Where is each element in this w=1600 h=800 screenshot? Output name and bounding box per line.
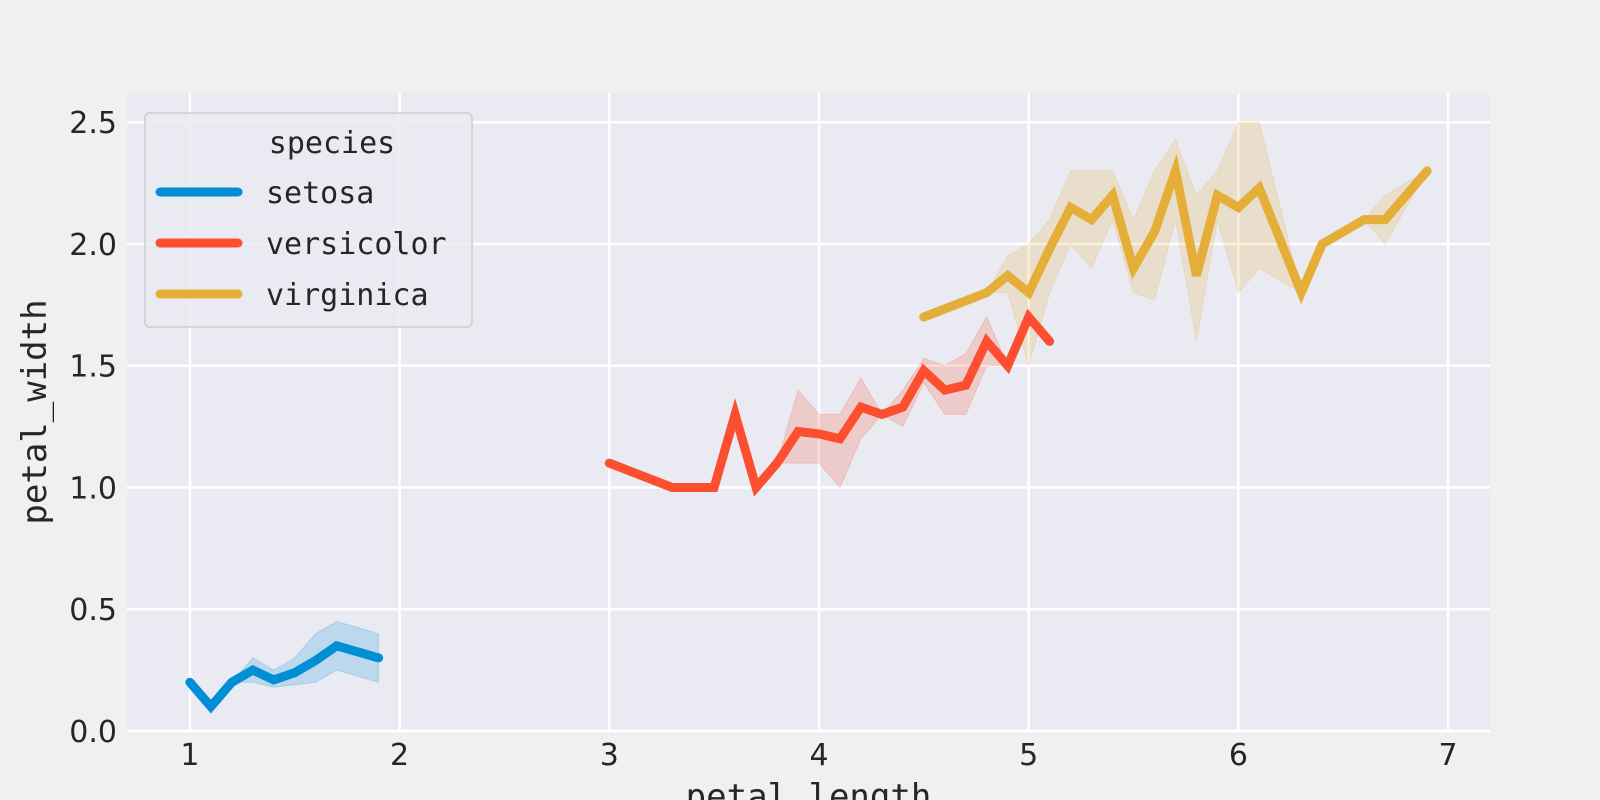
legend-title: species bbox=[269, 126, 395, 161]
x-tick-labels: 1 2 3 4 5 6 7 bbox=[180, 738, 1457, 773]
x-tick-label: 1 bbox=[180, 738, 199, 773]
y-tick-label: 2.5 bbox=[69, 106, 117, 141]
x-tick-label: 3 bbox=[600, 738, 619, 773]
legend-box bbox=[144, 112, 473, 328]
y-tick-labels: 0.0 0.5 1.0 1.5 2.0 2.5 bbox=[69, 106, 117, 750]
x-tick-label: 5 bbox=[1019, 738, 1038, 773]
x-tick-label: 4 bbox=[809, 738, 828, 773]
legend-label-versicolor: versicolor bbox=[266, 227, 447, 262]
x-axis-label: petal_length bbox=[686, 777, 932, 800]
x-tick-label: 2 bbox=[390, 738, 409, 773]
x-tick-label: 6 bbox=[1229, 738, 1248, 773]
series-line-versicolor bbox=[604, 308, 1055, 497]
legend-label-virginica: virginica bbox=[266, 278, 429, 313]
y-tick-label: 1.0 bbox=[69, 471, 117, 506]
y-axis-label: petal_width bbox=[15, 299, 55, 524]
y-tick-label: 2.0 bbox=[69, 228, 117, 263]
y-tick-label: 0.0 bbox=[69, 715, 117, 750]
y-tick-label: 0.5 bbox=[69, 593, 117, 628]
series-lines bbox=[185, 153, 1432, 714]
series-line-virginica bbox=[919, 153, 1432, 322]
legend-label-setosa: setosa bbox=[266, 176, 374, 211]
series-line-setosa bbox=[185, 640, 384, 714]
y-tick-label: 1.5 bbox=[69, 350, 117, 385]
legend: species setosa versicolor virginica bbox=[144, 112, 473, 328]
x-tick-label: 7 bbox=[1439, 738, 1458, 773]
